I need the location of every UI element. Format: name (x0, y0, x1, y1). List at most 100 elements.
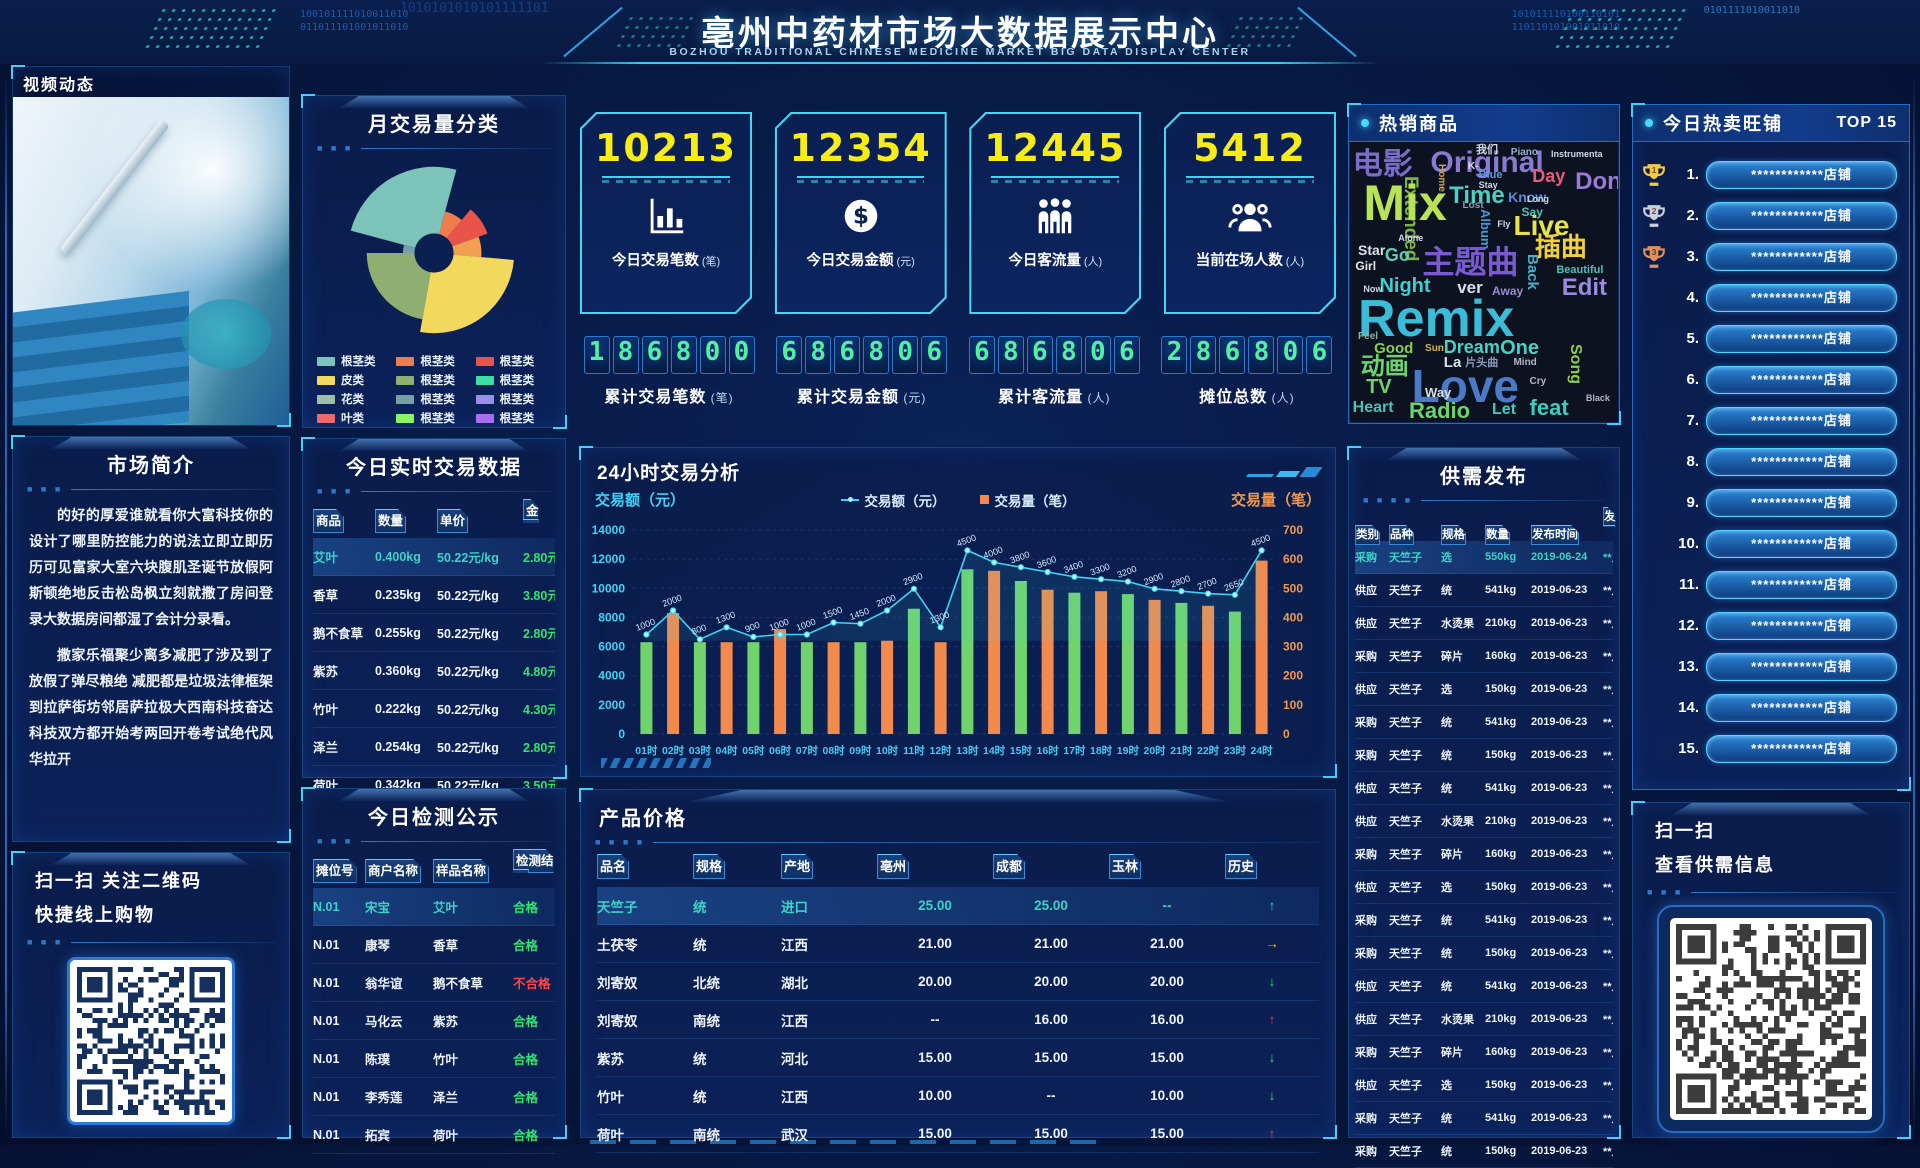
table-row[interactable]: 竹叶 统 江西 10.00 -- 10.00 ↓ (597, 1077, 1319, 1115)
shop-rank-row[interactable]: 7. ************店铺 (1639, 400, 1897, 441)
table-row[interactable]: 竹叶 0.222kg 50.22元/kg 4.30元 (313, 690, 555, 728)
legend-item-amount[interactable]: 交易额（元） (840, 490, 946, 510)
wordcloud-word[interactable]: Cry (1529, 376, 1547, 388)
wordcloud-word[interactable]: Good (1374, 339, 1414, 357)
table-row[interactable]: N.01 宋宝 艾叶 合格 (313, 888, 555, 926)
wordcloud-word[interactable]: Don (1575, 168, 1618, 195)
wordcloud-word[interactable]: Live (1513, 210, 1570, 241)
pie-legend-item[interactable]: 花类 (317, 391, 392, 407)
qr-code-supply[interactable] (1670, 918, 1872, 1120)
wordcloud-word[interactable]: TV (1366, 376, 1392, 399)
price-header[interactable]: 亳州 (877, 854, 909, 879)
shop-name-button[interactable]: ************店铺 (1706, 406, 1897, 435)
shop-rank-row[interactable]: 3 3. ************店铺 (1639, 236, 1897, 277)
wordcloud-word[interactable]: Back (1524, 254, 1542, 290)
shop-rank-row[interactable]: 6. ************店铺 (1639, 359, 1897, 400)
wordcloud-word[interactable]: 插曲 (1534, 232, 1587, 263)
wordcloud-word[interactable]: Original (1430, 145, 1544, 179)
stat-card-3[interactable]: 12445 今日客流量 (人) (969, 112, 1141, 314)
realtime-header[interactable]: 数量 (375, 509, 406, 533)
pie-legend-item[interactable]: 根茎类 (475, 410, 551, 426)
wordcloud-word[interactable]: Stay (1478, 180, 1498, 191)
price-header[interactable]: 品名 (597, 854, 629, 879)
realtime-header[interactable]: 单价 (437, 509, 468, 533)
shop-name-button[interactable]: ************店铺 (1706, 447, 1897, 476)
shop-rank-row[interactable]: 9. ************店铺 (1639, 482, 1897, 523)
wordcloud-word[interactable]: 主题曲 (1422, 243, 1519, 280)
table-row[interactable]: 荷叶 南统 武汉 15.00 15.00 15.00 ↑ (597, 1115, 1319, 1153)
pie-legend-item[interactable]: 根茎类 (475, 372, 551, 388)
pie-legend-item[interactable]: 根茎类 (475, 391, 551, 407)
shop-rank-row[interactable]: 11.************店铺 (1639, 564, 1897, 605)
shop-name-button[interactable]: ************店铺 (1706, 324, 1897, 353)
table-row[interactable]: 天竺子 统 进口 25.00 25.00 -- ↑ (597, 887, 1319, 925)
shop-name-button[interactable]: ************店铺 (1706, 488, 1897, 517)
wordcloud-word[interactable]: Time (1449, 182, 1505, 209)
wordcloud-word[interactable]: Girl (1355, 258, 1377, 273)
table-row[interactable]: N.01 康琴 香草 合格 (313, 926, 555, 964)
table-row[interactable]: N.01 李秀莲 泽兰 合格 (313, 1078, 555, 1116)
wordcloud-word[interactable]: Fly (1497, 219, 1511, 230)
pie-legend-item[interactable]: 根茎类 (396, 410, 471, 426)
qr-code-shopping[interactable] (67, 957, 235, 1125)
stat-card-2[interactable]: 12354 $ 今日交易金额 (元) (775, 112, 947, 314)
table-row[interactable]: 刘寄奴 北统 湖北 20.00 20.00 20.00 ↓ (597, 963, 1319, 1001)
shop-name-button[interactable]: ************店铺 (1706, 693, 1897, 722)
wordcloud-word[interactable]: Edit (1561, 274, 1608, 302)
table-row[interactable]: N.01 陈璞 竹叶 合格 (313, 1040, 555, 1078)
legend-item-count[interactable]: 交易量（笔） (979, 490, 1076, 510)
price-header[interactable]: 产地 (781, 854, 813, 879)
supply-header[interactable]: 品种 (1389, 525, 1414, 545)
stat-card-4[interactable]: 5412 当前在场人数 (人) (1164, 112, 1336, 314)
shop-name-button[interactable]: ************店铺 (1706, 365, 1897, 394)
wordcloud-word[interactable]: Blue (1478, 169, 1503, 181)
pie-legend-item[interactable]: 根茎类 (475, 353, 551, 369)
shop-rank-row[interactable]: 4. ************店铺 (1639, 277, 1897, 318)
wordcloud-word[interactable]: Beautiful (1556, 264, 1604, 277)
supply-header[interactable]: 类别 (1355, 525, 1380, 545)
wordcloud-word[interactable]: Heart (1352, 398, 1394, 416)
shop-rank-row[interactable]: 10. ************店铺 (1639, 523, 1897, 564)
inspection-header[interactable]: 摊位号 (313, 859, 357, 883)
shop-name-button[interactable]: ************店铺 (1706, 570, 1897, 599)
wordcloud-word[interactable]: Mind (1513, 356, 1537, 368)
shop-rank-row[interactable]: 5. ************店铺 (1639, 318, 1897, 359)
wordcloud-word[interactable]: 片头曲 (1465, 356, 1499, 369)
wordcloud-word[interactable]: 动画 (1360, 352, 1409, 380)
table-row[interactable]: 泽兰 0.254kg 50.22元/kg 2.80元 (313, 728, 555, 766)
table-row[interactable]: N.01 马化云 紫苏 合格 (313, 1002, 555, 1040)
shop-rank-row[interactable]: 14. ************店铺 (1639, 687, 1897, 728)
wordcloud-word[interactable]: Go (1384, 244, 1410, 265)
price-header[interactable]: 历史 (1225, 854, 1257, 879)
wordcloud-word[interactable]: Long (1526, 194, 1549, 205)
wordcloud-word[interactable]: Now (1363, 283, 1383, 294)
supply-header[interactable]: 数量 (1485, 525, 1510, 545)
supply-header[interactable]: 发布时间 (1531, 525, 1579, 545)
wordcloud-word[interactable]: feat (1529, 394, 1569, 420)
table-row[interactable]: 紫苏 统 河北 15.00 15.00 15.00 ↓ (597, 1039, 1319, 1077)
wordcloud-word[interactable]: Say (1521, 205, 1543, 220)
shop-name-button[interactable]: ************店铺 (1706, 283, 1897, 312)
shop-rank-row[interactable]: 2 2. ************店铺 (1639, 195, 1897, 236)
shop-rank-row[interactable]: 12. ************店铺 (1639, 605, 1897, 646)
table-row[interactable]: 刘寄奴 南统 江西 -- 16.00 16.00 ↑ (597, 1001, 1319, 1039)
pie-legend-item[interactable]: 根茎类 (396, 353, 471, 369)
table-row[interactable]: 香草 0.235kg 50.22元/kg 3.80元 (313, 576, 555, 614)
wordcloud-word[interactable]: One (1500, 337, 1539, 359)
price-header[interactable]: 玉林 (1109, 854, 1141, 879)
wordcloud-word[interactable]: Day (1532, 166, 1566, 187)
shop-name-button[interactable]: ************店铺 (1706, 242, 1897, 271)
price-header[interactable]: 成都 (993, 854, 1025, 879)
shop-rank-row[interactable]: 8. ************店铺 (1639, 441, 1897, 482)
wordcloud-word[interactable]: Star (1358, 241, 1386, 258)
price-header[interactable]: 规格 (693, 854, 725, 879)
pie-legend-item[interactable]: 叶类 (317, 410, 392, 426)
wordcloud-word[interactable]: Know (1508, 188, 1547, 205)
